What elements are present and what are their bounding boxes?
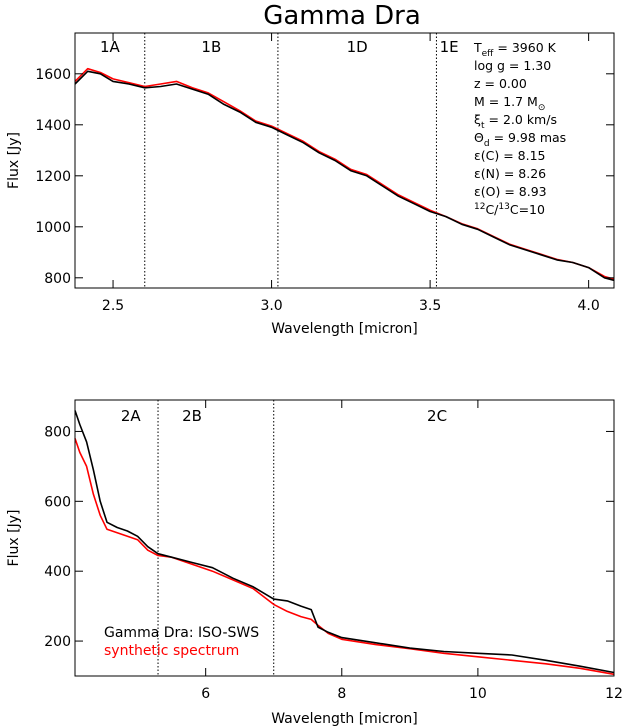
bottom-x-tick-label: 10 bbox=[469, 686, 487, 702]
bottom-y-tick-label: 800 bbox=[44, 424, 71, 440]
top-band-label-1b: 1B bbox=[201, 38, 221, 56]
top-y-tick-label: 800 bbox=[44, 271, 71, 287]
legend-synthetic: synthetic spectrum bbox=[104, 643, 239, 659]
top-series-observed bbox=[74, 70, 615, 282]
legend: Gamma Dra: ISO-SWS synthetic spectrum bbox=[104, 625, 259, 659]
param-teff: Teff = 3960 K bbox=[473, 40, 557, 59]
top-y-tick-label: 1600 bbox=[35, 67, 71, 83]
param-microturbulence: ξt = 2.0 km/s bbox=[474, 112, 557, 131]
bottom-plot-frame bbox=[74, 399, 615, 677]
top-y-axis-label: Flux [Jy] bbox=[6, 132, 22, 189]
bottom-x-tick-label: 8 bbox=[337, 686, 346, 702]
top-y-tick-label: 1200 bbox=[35, 169, 71, 185]
bottom-y-axis-label: Flux [Jy] bbox=[6, 510, 22, 567]
top-x-tick-label: 4.0 bbox=[578, 298, 600, 314]
param-logg: log g = 1.30 bbox=[474, 58, 551, 73]
figure-title: Gamma Dra bbox=[263, 1, 421, 31]
bottom-x-tick-label: 12 bbox=[605, 686, 622, 702]
param-carbon: ε(C) = 8.15 bbox=[474, 148, 546, 163]
bottom-series-observed bbox=[74, 410, 615, 674]
bottom-y-tick-label: 600 bbox=[44, 494, 71, 510]
model-parameters: Teff = 3960 K log g = 1.30 z = 0.00 M = 1… bbox=[473, 40, 566, 217]
param-mass: M = 1.7 M⊙ bbox=[474, 94, 545, 113]
bottom-x-tick-label: 6 bbox=[201, 686, 210, 702]
bottom-band-label-2a: 2A bbox=[121, 407, 142, 425]
bottom-series-synthetic bbox=[74, 438, 615, 676]
bottom-y-tick-label: 400 bbox=[44, 564, 71, 580]
top-y-tick-label: 1000 bbox=[35, 220, 71, 236]
bottom-band-label-2c: 2C bbox=[427, 407, 447, 425]
top-band-label-1a: 1A bbox=[100, 38, 121, 56]
top-x-tick-label: 3.5 bbox=[419, 298, 441, 314]
top-x-tick-label: 2.5 bbox=[102, 298, 124, 314]
param-oxygen: ε(O) = 8.93 bbox=[474, 184, 547, 199]
top-x-tick-label: 3.0 bbox=[260, 298, 282, 314]
bottom-panel: 6 8 10 12 200 400 600 800 2A 2B 2C Wavelength [mi… bbox=[6, 399, 622, 727]
param-z: z = 0.00 bbox=[474, 76, 527, 91]
bottom-band-label-2b: 2B bbox=[182, 407, 202, 425]
top-x-axis-label: Wavelength [micron] bbox=[271, 321, 418, 337]
param-nitrogen: ε(N) = 8.26 bbox=[474, 166, 546, 181]
top-plot-frame bbox=[74, 32, 615, 289]
top-band-label-1e: 1E bbox=[440, 38, 459, 56]
bottom-y-tick-label: 200 bbox=[44, 634, 71, 650]
param-angular-diameter: Θd = 9.98 mas bbox=[474, 130, 566, 149]
legend-observed: Gamma Dra: ISO-SWS bbox=[104, 625, 259, 641]
top-y-tick-label: 1400 bbox=[35, 118, 71, 134]
param-isotope-ratio: 12C/13C=10 bbox=[474, 202, 545, 217]
bottom-x-axis-label: Wavelength [micron] bbox=[271, 711, 418, 727]
top-panel: 2.5 3.0 3.5 4.0 800 1000 1200 1400 1600 1A 1B 1D 1E… bbox=[6, 32, 615, 337]
top-band-label-1d: 1D bbox=[347, 38, 368, 56]
